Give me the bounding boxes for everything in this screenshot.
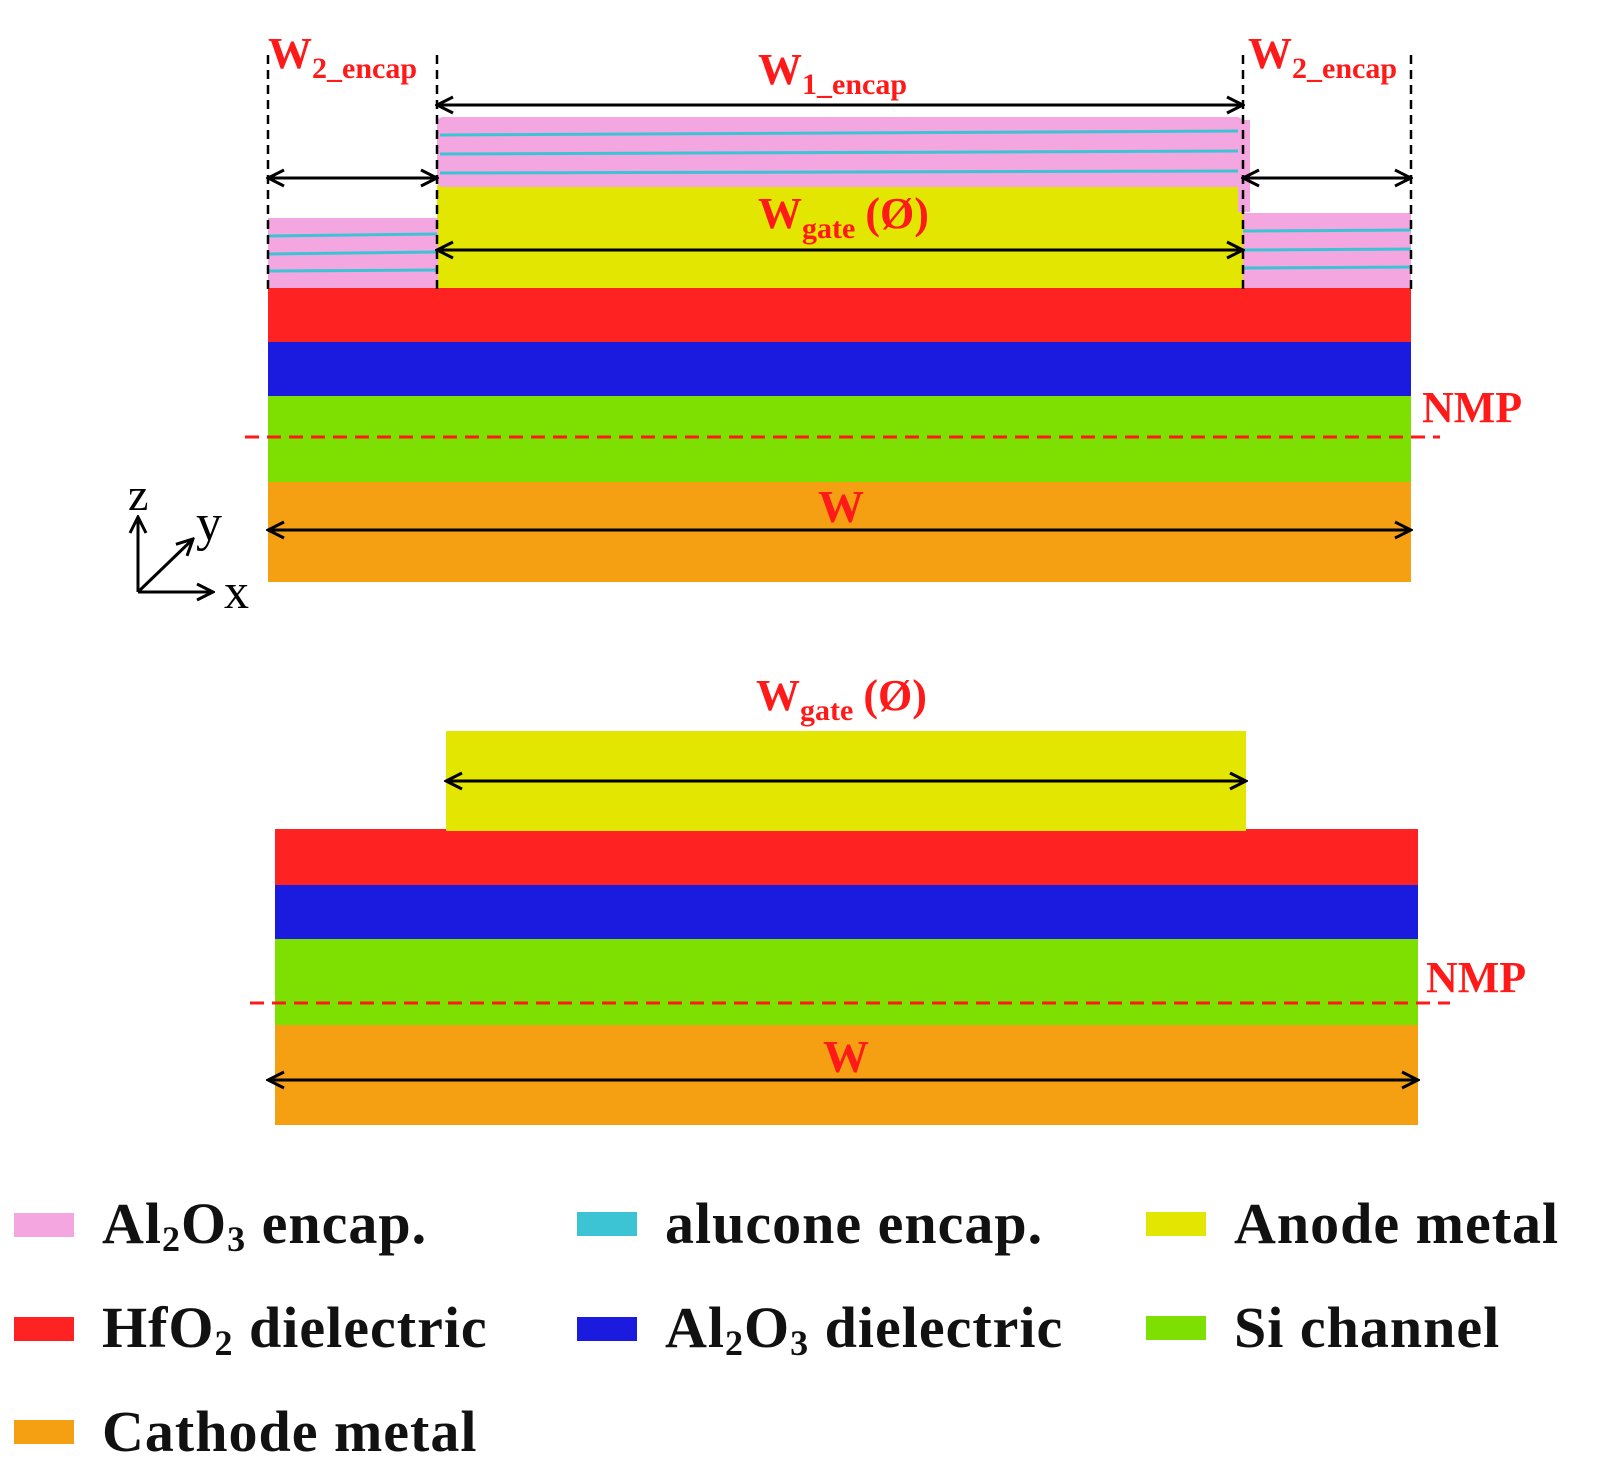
bottom-al2o3-dielectric-layer [275,884,1418,939]
coordinate-axes [138,517,213,592]
bottom-nmp-label: NMP [1426,953,1526,1002]
w1-encap-label: W1_encap [758,45,907,101]
top-right-encapsulation [1242,213,1412,288]
top-left-encapsulation [267,218,438,288]
top-anode-metal [437,185,1243,288]
bottom-diagram: Wgate (Ø) NMP W [250,671,1526,1125]
top-w-label: W [818,481,864,532]
top-hfo2-dielectric-layer [268,287,1411,342]
w2-encap-right-label: W2_encap [1248,29,1397,85]
z-axis-label: z [128,469,148,520]
bottom-hfo2-dielectric-layer [275,829,1418,885]
top-diagram: W2_encap W1_encap W2_encap Wgate (Ø) NMP … [128,29,1522,619]
top-al2o3-dielectric-layer [268,341,1411,396]
x-axis-label: x [224,563,249,619]
w2-encap-left-label: W2_encap [268,29,417,85]
bottom-si-channel-layer [275,937,1418,1025]
top-w-gate-label: Wgate (Ø) [758,189,929,245]
bottom-w-label: W [823,1031,869,1082]
bottom-w-gate-label: Wgate (Ø) [756,671,927,727]
top-nmp-label: NMP [1422,383,1522,432]
y-axis-label: y [196,495,222,552]
